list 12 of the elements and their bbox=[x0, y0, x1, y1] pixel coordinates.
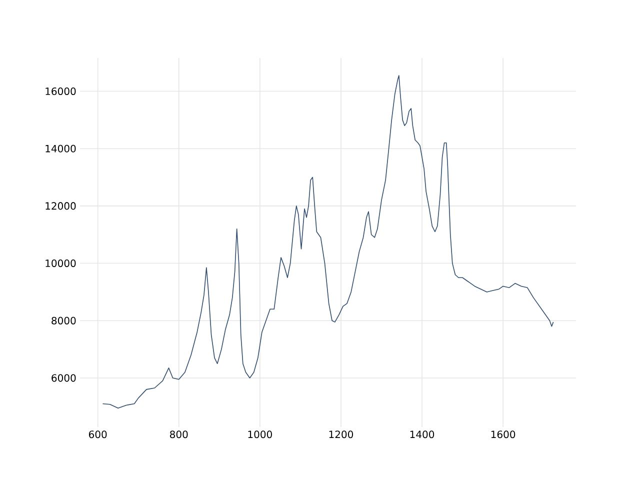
x-tick-label: 1000 bbox=[248, 430, 272, 438]
y-tick-label: 16000 bbox=[46, 87, 76, 96]
y-tick-label: 14000 bbox=[46, 144, 76, 152]
y-tick-label: 12000 bbox=[46, 202, 76, 210]
x-tick-label: 600 bbox=[88, 430, 107, 438]
y-tick-label: 8000 bbox=[52, 316, 76, 324]
x-tick-label: 1200 bbox=[329, 430, 354, 438]
y-tick-label: 10000 bbox=[46, 260, 76, 268]
x-tick-label: 1600 bbox=[491, 430, 516, 438]
x-tick-label: 800 bbox=[170, 430, 188, 438]
y-tick-label: 6000 bbox=[52, 374, 76, 382]
x-tick-label: 1400 bbox=[410, 430, 434, 438]
